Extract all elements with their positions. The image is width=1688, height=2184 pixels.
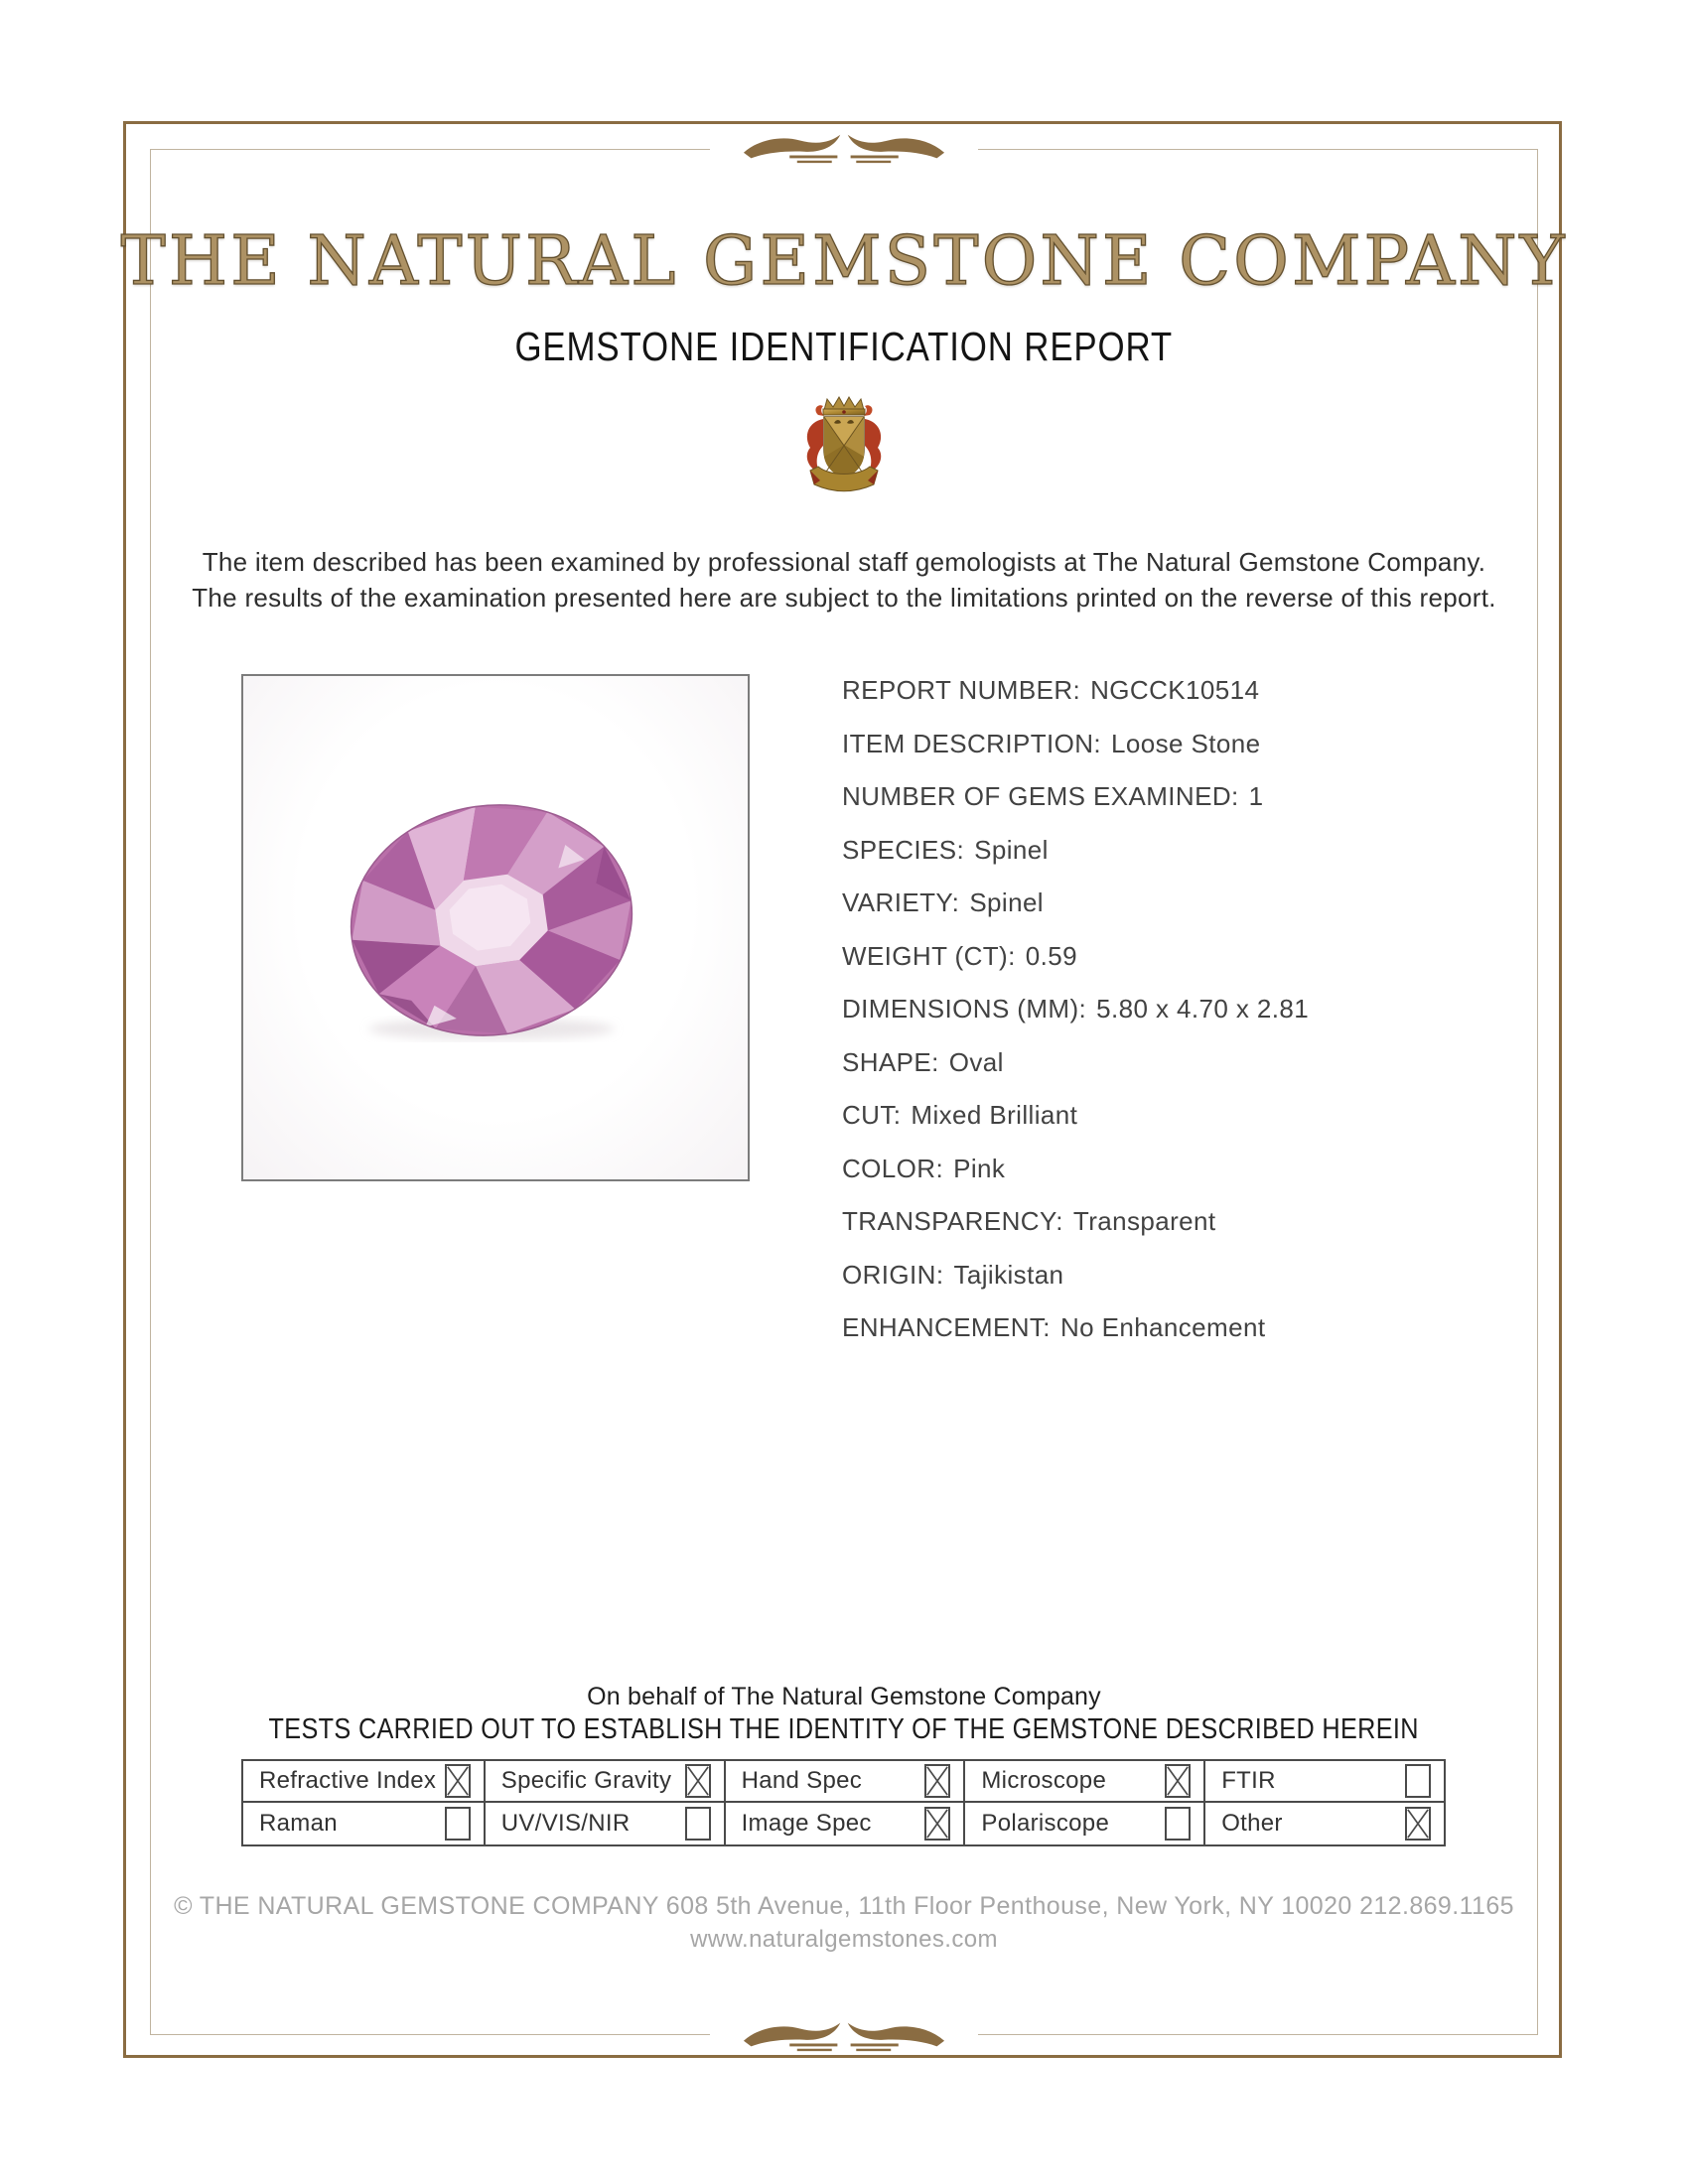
- field-label: VARIETY:: [842, 887, 960, 917]
- field-variety: VARIETY: Spinel: [842, 887, 1309, 941]
- test-label: Microscope: [981, 1767, 1107, 1794]
- field-value: 5.80 x 4.70 x 2.81: [1096, 994, 1310, 1024]
- x-mark-icon: [926, 1766, 949, 1796]
- company-name: THE NATURAL GEMSTONE COMPANY: [120, 221, 1568, 301]
- checkbox-polariscope: [1165, 1807, 1192, 1841]
- field-value: Loose Stone: [1111, 728, 1261, 758]
- field-label: DIMENSIONS (MM):: [842, 994, 1087, 1024]
- checkbox-image-spec: [924, 1807, 951, 1841]
- field-value: Tajikistan: [953, 1259, 1064, 1290]
- flourish-ornament-top-icon: [740, 131, 948, 165]
- flourish-ornament-bottom-icon: [740, 2019, 948, 2053]
- intro-line-2: The results of the examination presented…: [192, 583, 1496, 613]
- test-cell-other: Other: [1203, 1803, 1444, 1844]
- field-cut: CUT: Mixed Brilliant: [842, 1100, 1309, 1154]
- test-cell-ftir: FTIR: [1203, 1761, 1444, 1803]
- field-value: Oval: [948, 1046, 1004, 1077]
- test-label: Image Spec: [741, 1810, 872, 1837]
- field-value: Mixed Brilliant: [911, 1100, 1078, 1130]
- field-shape: SHAPE: Oval: [842, 1047, 1309, 1101]
- gem-photo-box: [241, 674, 750, 1181]
- x-mark-icon: [686, 1766, 709, 1796]
- checkbox-raman: [444, 1807, 471, 1841]
- field-label: ENHANCEMENT:: [842, 1312, 1051, 1342]
- checkbox-uv-vis-nir: [684, 1807, 711, 1841]
- field-enhancement: ENHANCEMENT: No Enhancement: [842, 1312, 1309, 1366]
- field-label: WEIGHT (CT):: [842, 940, 1016, 971]
- field-label: COLOR:: [842, 1153, 944, 1183]
- field-label: NUMBER OF GEMS EXAMINED:: [842, 781, 1239, 811]
- checkbox-refractive-index: [444, 1764, 471, 1798]
- field-value: Pink: [953, 1153, 1006, 1183]
- x-mark-icon: [446, 1766, 469, 1796]
- field-value: No Enhancement: [1059, 1312, 1266, 1342]
- test-label: Other: [1221, 1810, 1283, 1837]
- test-cell-uv-vis-nir: UV/VIS/NIR: [483, 1803, 724, 1844]
- test-cell-image-spec: Image Spec: [723, 1803, 964, 1844]
- x-mark-icon: [926, 1809, 949, 1839]
- intro-line-1: The item described has been examined by …: [202, 547, 1486, 577]
- test-label: Raman: [259, 1810, 338, 1837]
- field-value: 1: [1248, 781, 1264, 811]
- checkbox-other: [1405, 1807, 1431, 1841]
- test-label: Hand Spec: [741, 1767, 863, 1794]
- field-origin: ORIGIN: Tajikistan: [842, 1260, 1309, 1313]
- report-fields: REPORT NUMBER: NGCCK10514 ITEM DESCRIPTIO…: [842, 675, 1309, 1366]
- test-label: UV/VIS/NIR: [500, 1810, 631, 1837]
- intro-paragraph: The item described has been examined by …: [0, 544, 1688, 615]
- tests-heading: TESTS CARRIED OUT TO ESTABLISH THE IDENT…: [268, 1713, 1420, 1745]
- test-label: Refractive Index: [259, 1767, 437, 1794]
- company-crest-icon: [794, 395, 894, 494]
- field-report-number: REPORT NUMBER: NGCCK10514: [842, 675, 1309, 729]
- field-value: Spinel: [974, 834, 1049, 865]
- test-cell-refractive-index: Refractive Index: [243, 1761, 484, 1803]
- field-label: CUT:: [842, 1100, 902, 1130]
- field-weight: WEIGHT (CT): 0.59: [842, 941, 1309, 995]
- pink-oval-gemstone-photo: [350, 804, 633, 1040]
- field-color: COLOR: Pink: [842, 1154, 1309, 1207]
- field-item-description: ITEM DESCRIPTION: Loose Stone: [842, 729, 1309, 782]
- report-title: GEMSTONE IDENTIFICATION REPORT: [514, 324, 1174, 369]
- field-value: 0.59: [1025, 940, 1077, 971]
- checkbox-microscope: [1165, 1764, 1192, 1798]
- test-cell-microscope: Microscope: [963, 1761, 1204, 1803]
- field-value: NGCCK10514: [1090, 675, 1260, 705]
- footer-address: © THE NATURAL GEMSTONE COMPANY 608 5th A…: [174, 1892, 1514, 1920]
- checkbox-specific-gravity: [684, 1764, 711, 1798]
- field-label: REPORT NUMBER:: [842, 675, 1081, 705]
- test-label: FTIR: [1221, 1767, 1276, 1794]
- attestation-on-behalf: On behalf of The Natural Gemstone Compan…: [587, 1683, 1101, 1710]
- field-label: ORIGIN:: [842, 1259, 944, 1290]
- test-cell-polariscope: Polariscope: [963, 1803, 1203, 1844]
- test-cell-specific-gravity: Specific Gravity: [483, 1761, 724, 1803]
- test-label: Polariscope: [981, 1810, 1110, 1837]
- checkbox-hand-spec: [924, 1764, 951, 1798]
- x-mark-icon: [1407, 1809, 1429, 1839]
- tests-table: Refractive Index Specific Gravity Hand S…: [241, 1759, 1446, 1846]
- test-cell-hand-spec: Hand Spec: [723, 1761, 964, 1803]
- footer-website: www.naturalgemstones.com: [690, 1926, 998, 1953]
- field-number-of-gems: NUMBER OF GEMS EXAMINED: 1: [842, 781, 1309, 835]
- field-dimensions: DIMENSIONS (MM): 5.80 x 4.70 x 2.81: [842, 994, 1309, 1047]
- field-label: SPECIES:: [842, 834, 965, 865]
- field-label: SHAPE:: [842, 1046, 939, 1077]
- field-value: Transparent: [1072, 1206, 1216, 1236]
- test-cell-raman: Raman: [243, 1803, 484, 1844]
- checkbox-ftir: [1405, 1764, 1431, 1798]
- field-species: SPECIES: Spinel: [842, 835, 1309, 888]
- field-transparency: TRANSPARENCY: Transparent: [842, 1206, 1309, 1260]
- certificate-outer-border: [123, 121, 1562, 2058]
- field-label: TRANSPARENCY:: [842, 1206, 1063, 1236]
- test-label: Specific Gravity: [500, 1767, 672, 1794]
- field-label: ITEM DESCRIPTION:: [842, 728, 1102, 758]
- field-value: Spinel: [969, 887, 1044, 917]
- x-mark-icon: [1167, 1766, 1190, 1796]
